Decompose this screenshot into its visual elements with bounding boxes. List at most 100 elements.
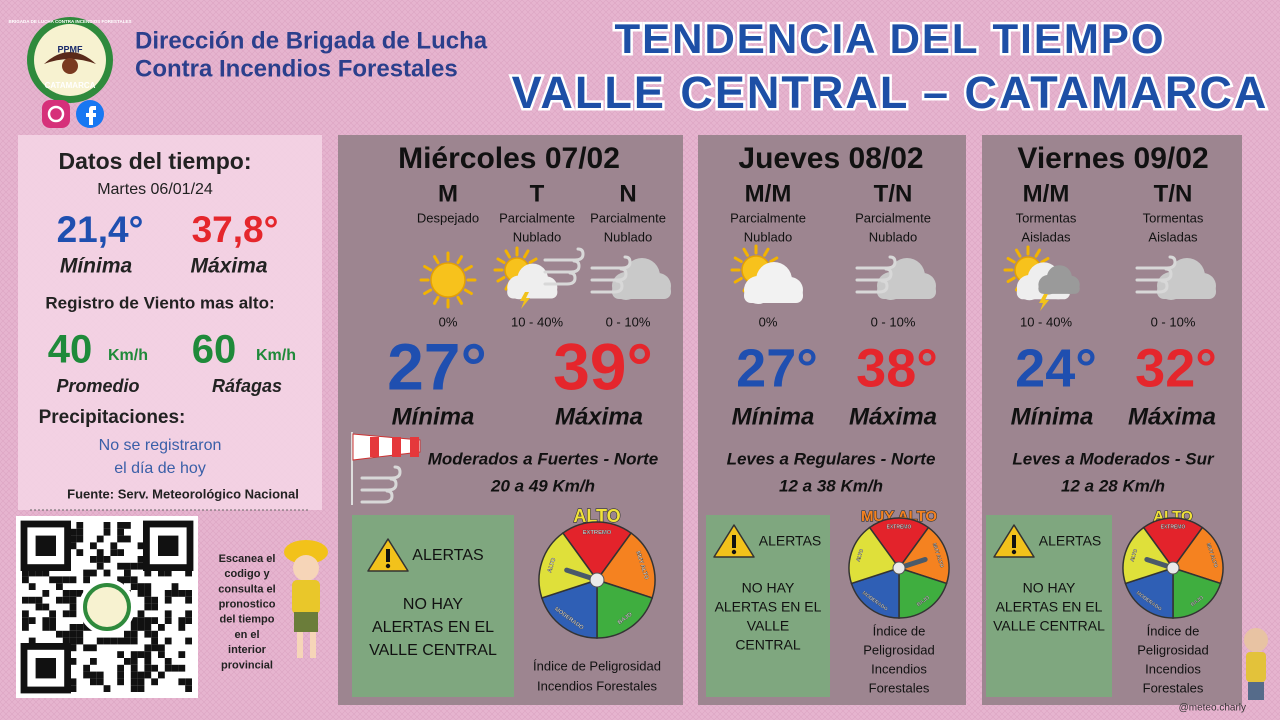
qr-module — [69, 596, 77, 604]
qr-module — [124, 630, 131, 638]
qr-module — [130, 576, 138, 584]
qr-module — [171, 590, 179, 597]
wind-unit: Km/h — [256, 347, 296, 364]
lightning — [1039, 294, 1049, 311]
qr-module — [151, 617, 158, 624]
qr-module — [178, 624, 186, 631]
sun-ray — [1006, 257, 1016, 264]
qr-module — [137, 624, 145, 631]
qr-module — [124, 562, 131, 570]
gauge-segment — [1122, 526, 1175, 585]
qr-module — [164, 664, 172, 672]
qr-module — [96, 549, 104, 556]
sun-ray — [504, 249, 511, 259]
index-label: Peligrosidad — [1137, 642, 1209, 657]
wind-line — [855, 255, 897, 270]
alert-title: ALERTAS — [1039, 533, 1102, 549]
qr-module — [117, 651, 124, 658]
qr-module — [130, 562, 138, 570]
qr-module — [178, 664, 186, 672]
qr-module — [144, 671, 152, 679]
mascot-shorts — [294, 612, 318, 632]
today-panel — [18, 135, 322, 510]
period-label: M — [438, 180, 458, 207]
qr-module — [49, 617, 56, 624]
gauge-hub — [1166, 561, 1180, 575]
qr-logo — [87, 587, 127, 627]
qr-module — [144, 658, 152, 665]
period-desc: Nublado — [744, 229, 792, 244]
period-desc: Parcialmente — [730, 210, 806, 225]
qr-module — [124, 569, 131, 577]
qr-module — [76, 535, 84, 543]
logo — [27, 17, 113, 103]
max-temp: 32° — [1135, 338, 1217, 398]
gauge-segment — [595, 532, 656, 599]
qr-module — [49, 576, 56, 584]
mascot-face — [1244, 628, 1268, 652]
qr-module — [22, 617, 29, 624]
qr-module — [151, 678, 158, 686]
wind-forecast: Leves a Regulares - Norte — [727, 449, 936, 468]
gauge-segment — [540, 578, 598, 639]
qr-module — [69, 658, 77, 665]
qr-module — [185, 590, 192, 597]
qr-module — [164, 617, 172, 624]
qr-module — [151, 637, 158, 645]
facebook-icon[interactable] — [76, 100, 104, 128]
qr-module — [42, 624, 50, 631]
qr-module — [164, 590, 172, 597]
qr-module — [137, 671, 145, 679]
max-label: Máxima — [555, 403, 643, 430]
qr-module — [178, 590, 186, 597]
qr-caption: provincial — [221, 659, 273, 671]
qr-module — [130, 685, 138, 692]
wind-forecast: 20 a 49 Km/h — [490, 476, 595, 495]
qr-module — [117, 535, 124, 543]
danger-gauge — [1122, 517, 1224, 619]
qr-module — [69, 610, 77, 618]
qr-module — [185, 569, 192, 577]
qr-module — [49, 610, 56, 618]
qr-module — [90, 556, 97, 563]
qr-module — [56, 576, 63, 584]
period-desc: Tormentas — [1143, 210, 1204, 225]
sun-ray — [742, 247, 749, 257]
wind-line — [360, 477, 398, 492]
index-label: Incendios Forestales — [537, 678, 657, 693]
qr-finder — [35, 535, 56, 556]
instagram-icon[interactable] — [42, 100, 70, 128]
qr-module — [76, 624, 84, 631]
qr-module — [178, 651, 186, 658]
qr-module — [103, 685, 111, 692]
period-label: T/N — [874, 180, 913, 207]
qr-module — [117, 664, 124, 672]
qr-module — [90, 678, 97, 686]
alert-text: ALERTAS EN EL — [996, 599, 1103, 615]
cloud-part — [1038, 283, 1080, 294]
period-desc: Parcialmente — [499, 210, 575, 225]
qr-module — [49, 624, 56, 631]
qr-finder — [35, 658, 56, 679]
period-label: M/M — [1023, 180, 1070, 207]
qr-caption: consulta el — [218, 583, 275, 595]
rain-probability: 0% — [439, 314, 458, 329]
alert-icon — [732, 535, 736, 548]
wind-line — [590, 267, 628, 282]
sun-ray — [433, 295, 440, 305]
wind-forecast: 12 a 28 Km/h — [1061, 476, 1165, 495]
qr-module — [117, 678, 124, 686]
qr-module — [124, 637, 131, 645]
qr-module — [28, 583, 36, 590]
qr-module — [83, 644, 90, 652]
sun-ray — [528, 257, 538, 264]
gauge-label: EXTREMO — [1161, 524, 1186, 530]
period-desc: Despejado — [417, 210, 479, 225]
day-name: Jueves 08/02 — [738, 142, 923, 175]
qr-module — [90, 542, 97, 550]
qr-module — [130, 637, 138, 645]
qr-module — [103, 528, 111, 536]
credit: @meteo.charly — [1179, 703, 1246, 714]
qr-module — [144, 624, 152, 631]
